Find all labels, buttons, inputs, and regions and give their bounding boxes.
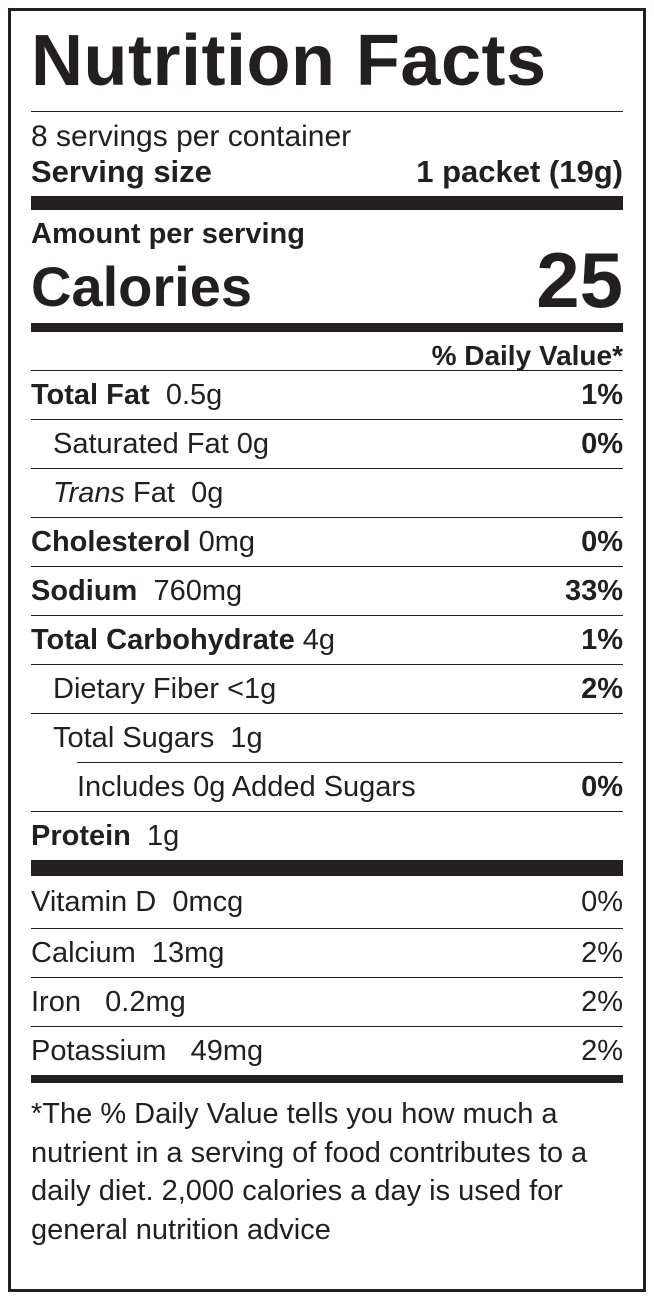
serving-size-label: Serving size [31,154,212,189]
vitamin-name: Vitamin D [31,885,157,918]
daily-value-footnote: *The % Daily Value tells you how much a … [31,1098,588,1246]
nutrient-dv: 0% [581,770,623,803]
divider [77,762,623,763]
vitamin-amount: 0.2mg [105,985,186,1018]
calories-value: 25 [536,236,623,324]
divider [31,111,623,112]
nutrient-row-total-carbohydrate: Total Carbohydrate 4g 1% [31,616,623,664]
vitamin-amount: 0mcg [172,885,244,918]
divider [31,811,623,812]
nutrition-facts-label: Nutrition Facts 8 servings per container… [8,8,646,1292]
divider [31,977,623,978]
vitamin-amount: 13mg [151,936,225,969]
vitamin-name: Iron [31,985,81,1018]
thick-divider [31,860,623,876]
vitamin-name: Calcium [31,936,136,969]
nutrient-amount: 1g [230,721,263,754]
nutrient-row-dietary-fiber: Dietary Fiber <1g 2% [31,665,623,713]
nutrient-row-saturated-fat: Saturated Fat 0g 0% [31,420,623,468]
divider [31,370,623,371]
vitamin-dv: 2% [581,936,623,969]
divider [31,664,623,665]
nutrient-row-protein: Protein 1g [31,812,623,860]
vitamin-row-vitamin-d: Vitamin D 0mcg 0% [31,876,623,928]
nutrient-amount: <1g [227,672,277,705]
nutrient-amount: 760mg [153,574,243,607]
nutrient-dv: 33% [564,574,623,607]
medium-divider [31,1075,623,1083]
thick-divider [31,196,623,210]
vitamin-row-iron: Iron 0.2mg 2% [31,978,623,1026]
nutrient-amount: 4g [302,623,336,656]
medium-divider [31,323,623,332]
nutrient-name: Cholesterol [31,525,191,558]
nutrient-amount: 0.5g [165,378,223,411]
nutrient-name: Dietary Fiber [53,672,219,705]
nutrient-name: Includes 0g Added Sugars [77,770,416,803]
divider [31,928,623,929]
nutrient-row-total-fat: Total Fat 0.5g 1% [31,371,623,419]
nutrient-amount: 0g [191,476,224,509]
divider [31,615,623,616]
divider [31,468,623,469]
vitamin-row-potassium: Potassium 49mg 2% [31,1027,623,1075]
nutrient-name: Fat [133,476,175,509]
vitamin-dv: 2% [581,1034,623,1067]
serving-size-value: 1 packet (19g) [416,154,623,189]
nutrient-row-added-sugars: Includes 0g Added Sugars 0% [31,763,623,811]
vitamin-amount: 49mg [190,1034,264,1067]
amount-per-serving: Amount per serving [31,218,305,250]
nutrient-row-cholesterol: Cholesterol 0mg 0% [31,518,623,566]
nutrient-dv: 0% [581,525,623,558]
divider [31,517,623,518]
nutrient-dv: 2% [581,672,623,705]
nutrient-amount: 0mg [198,525,256,558]
vitamin-name: Potassium [31,1034,167,1067]
nutrient-dv: 0% [581,427,623,460]
servings-per-container: 8 servings per container [31,120,352,153]
nutrient-name: Sodium [31,574,138,607]
label-title: Nutrition Facts [31,21,547,101]
nutrient-name: Total Fat [31,378,150,411]
nutrient-dv: 1% [581,623,623,656]
calories-label: Calories [31,255,252,318]
nutrient-amount: 0g [236,427,270,460]
divider [31,419,623,420]
vitamin-dv: 0% [581,885,623,918]
divider [31,713,623,714]
nutrient-name: Total Carbohydrate [31,623,295,656]
nutrient-name: Protein [31,819,131,852]
vitamin-row-calcium: Calcium 13mg 2% [31,929,623,977]
nutrient-name: Saturated Fat [53,427,229,460]
divider [31,566,623,567]
nutrient-amount: 1g [147,819,180,852]
nutrient-name: Total Sugars [53,721,215,754]
nutrient-dv: 1% [581,378,623,411]
serving-size-row: Serving size 1 packet (19g) [31,156,623,196]
nutrient-name-italic: Trans [53,476,125,509]
nutrient-row-sodium: Sodium 760mg 33% [31,567,623,615]
vitamin-dv: 2% [581,985,623,1018]
calories-row: Calories 25 [31,241,623,319]
divider [31,1026,623,1027]
nutrient-row-total-sugars: Total Sugars 1g [31,714,623,762]
nutrient-row-trans-fat: Trans Fat 0g [31,469,623,517]
daily-value-header: % Daily Value* [431,340,623,371]
